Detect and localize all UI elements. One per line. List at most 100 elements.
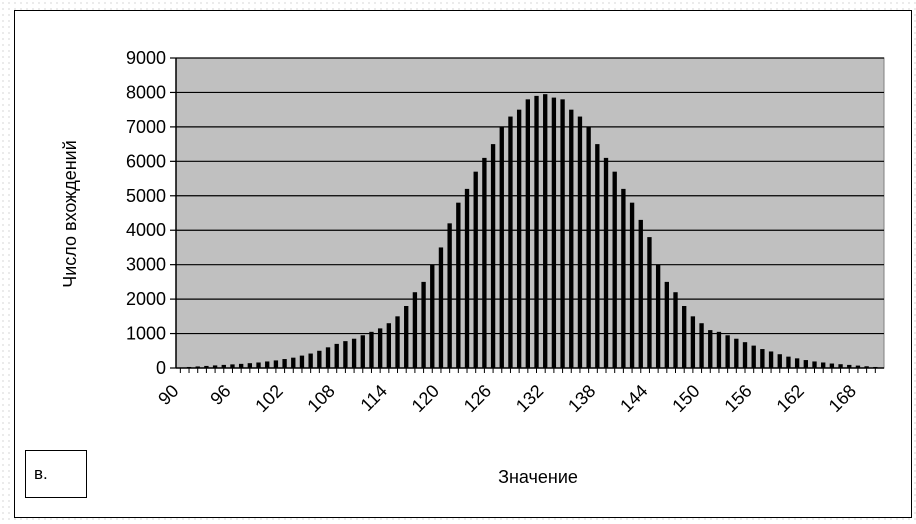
- bar: [655, 264, 661, 368]
- bar: [325, 347, 331, 368]
- y-tick-label: 3000: [126, 255, 166, 275]
- bar: [708, 330, 713, 368]
- y-tick-label: 6000: [126, 151, 166, 171]
- bar: [438, 247, 444, 368]
- bar: [360, 335, 365, 368]
- bar: [595, 144, 600, 368]
- bar: [212, 365, 218, 368]
- bar: [247, 363, 253, 368]
- bar: [725, 335, 730, 368]
- bar: [569, 109, 574, 369]
- bar: [577, 116, 583, 368]
- bar: [734, 338, 739, 368]
- bar: [447, 223, 452, 368]
- bar: [195, 366, 200, 368]
- bar: [690, 316, 696, 368]
- y-tick-label: 4000: [126, 220, 166, 240]
- bar: [812, 361, 817, 368]
- x-tick-label: 144: [616, 381, 651, 416]
- x-tick-label: 114: [357, 381, 391, 415]
- bar: [204, 365, 209, 368]
- bar: [395, 316, 400, 368]
- y-tick-label: 0: [156, 358, 166, 378]
- bar: [629, 202, 635, 368]
- bar: [456, 202, 461, 368]
- bar: [838, 364, 843, 368]
- bar: [664, 281, 669, 368]
- bar: [334, 343, 339, 368]
- bar: [221, 364, 226, 368]
- bar: [751, 345, 756, 368]
- bar: [299, 355, 305, 368]
- bar: [543, 94, 548, 369]
- y-tick-label: 2000: [126, 289, 166, 309]
- bar: [317, 350, 322, 368]
- bar: [742, 342, 748, 368]
- x-axis-title: Значение: [498, 467, 578, 487]
- bar: [308, 353, 313, 368]
- bar: [386, 323, 392, 368]
- bar: [673, 292, 678, 368]
- bar: [682, 306, 687, 368]
- x-tick-labels: 90 96 102 108 114 120 126 132 138 144 150 156 162 168: [154, 381, 860, 416]
- x-tick-marks: [179, 368, 876, 373]
- x-tick-label: 108: [303, 381, 338, 416]
- bar: [647, 237, 652, 368]
- bar: [482, 157, 487, 368]
- bar: [412, 292, 418, 368]
- bar: [621, 188, 626, 368]
- bar: [282, 359, 287, 368]
- x-tick-label: 156: [720, 381, 755, 416]
- x-tick-label: 132: [512, 381, 547, 416]
- bar: [612, 171, 617, 368]
- bar: [855, 365, 861, 368]
- bar: [404, 306, 409, 368]
- bar: [230, 364, 235, 368]
- x-tick-label: 168: [825, 381, 860, 416]
- bar: [534, 95, 539, 368]
- y-tick-labels: 0 1000 2000 3000 4000 5000 6000 7000 8000 9000: [126, 48, 176, 378]
- y-axis-title: Число вхождений: [60, 140, 80, 288]
- y-tick-label: 7000: [126, 117, 166, 137]
- x-tick-label: 138: [564, 381, 599, 416]
- bar: [351, 338, 357, 368]
- bar: [525, 99, 530, 368]
- bar: [499, 126, 504, 368]
- bar: [490, 144, 496, 368]
- y-tick-label: 1000: [126, 324, 166, 344]
- bar: [516, 109, 522, 369]
- bar: [256, 362, 261, 368]
- bar: [430, 264, 435, 368]
- bar: [551, 97, 557, 368]
- bar: [343, 341, 348, 368]
- x-tick-label: 126: [460, 381, 495, 416]
- bar: [508, 116, 513, 368]
- bar: [716, 331, 722, 368]
- bar: [864, 366, 869, 368]
- bar: [794, 358, 800, 368]
- panel-label: в.: [25, 450, 87, 498]
- bar: [847, 364, 852, 368]
- bar: [421, 281, 426, 368]
- y-tick-label: 8000: [126, 82, 166, 102]
- bar: [273, 360, 279, 368]
- bar: [768, 351, 774, 368]
- x-tick-label: 102: [251, 381, 286, 416]
- y-tick-label: 9000: [126, 48, 166, 68]
- bar: [377, 328, 383, 368]
- bar: [238, 363, 244, 368]
- x-tick-label: 90: [154, 381, 182, 409]
- bar: [786, 356, 791, 368]
- bar: [265, 361, 270, 368]
- bar: [638, 219, 643, 368]
- x-tick-label: 150: [668, 381, 703, 416]
- bar: [560, 99, 565, 368]
- bar: [473, 171, 478, 368]
- bar: [777, 354, 782, 368]
- x-tick-label: 162: [773, 381, 808, 416]
- bar: [369, 331, 374, 368]
- bar: [760, 349, 765, 368]
- y-tick-label: 5000: [126, 186, 166, 206]
- bar: [829, 363, 835, 368]
